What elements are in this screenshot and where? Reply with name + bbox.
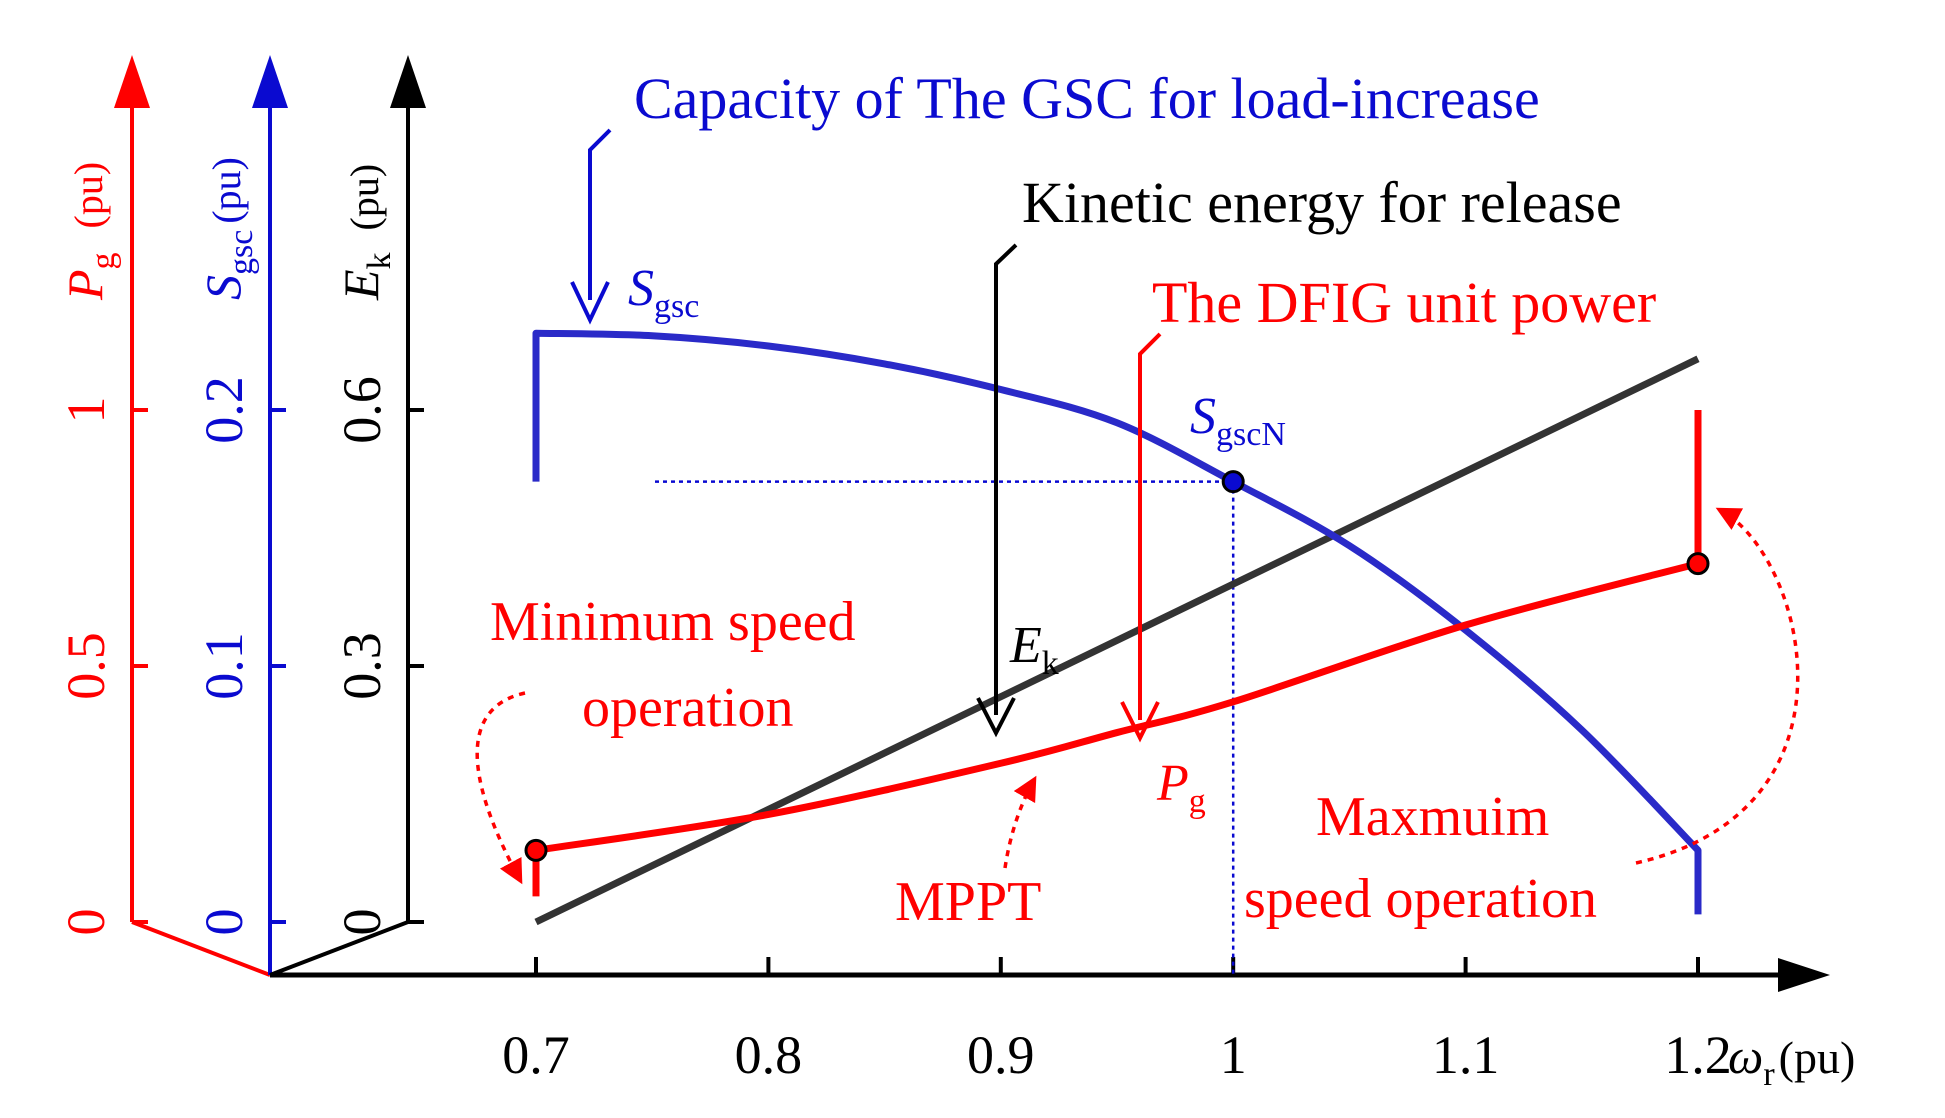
pg-tick-label: 0.5 (56, 632, 116, 700)
label-pg: Pg (1156, 755, 1206, 820)
y-ticks: 0 0.5 1 0 0.1 0.2 0 0.3 0.6 (56, 376, 424, 936)
annotation-kinetic: Kinetic energy for release (1022, 170, 1622, 235)
pg-axis-title-sub: g (85, 252, 122, 269)
x-tick-label: 0.9 (967, 1025, 1035, 1085)
kinetic-arrow-line (994, 243, 1018, 715)
x-axis-label-unit: (pu) (1779, 1032, 1856, 1083)
mppt-dashed-arrow (1003, 775, 1037, 869)
x-tick-label: 1.1 (1432, 1025, 1500, 1085)
ek-axis-arrow (390, 55, 426, 108)
svg-text:Pg(pu): Pg (pu) (57, 162, 122, 301)
x-tick-label: 1.2 (1664, 1025, 1732, 1085)
x-axis-label-main: ω (1728, 1028, 1763, 1084)
x-axis-label: ωr(pu) (1728, 1028, 1855, 1093)
sgsc-axis-title-main: S (195, 275, 251, 300)
sgsc-tick-label: 0.1 (194, 632, 254, 700)
label-pg-main: P (1156, 755, 1189, 812)
label-sgscn-main: S (1190, 388, 1216, 445)
sgsc-axis-arrow (252, 55, 288, 108)
label-sgsc: Sgsc (628, 260, 699, 325)
pg-axis-title-main: P (57, 269, 113, 301)
pg-axis-arrow (114, 55, 150, 108)
kinetic-arrowhead (976, 697, 1016, 738)
ek-axis-title: Ek (pu) (333, 164, 398, 301)
guide-lines (655, 480, 1235, 975)
annotations: Capacity of The GSC for load-increase Ki… (475, 66, 1800, 933)
annotation-gsc-capacity: Capacity of The GSC for load-increase (634, 66, 1540, 131)
annotation-min-speed-1: Minimum speed (490, 591, 856, 653)
annotation-dfig-power: The DFIG unit power (1152, 270, 1656, 335)
annotation-max-speed-2: speed operation (1244, 868, 1597, 930)
x-ticks: 0.7 0.8 0.9 1 1.1 1.2 (502, 957, 1732, 1085)
pg-axis-diagonal (131, 920, 271, 977)
ek-axis-diagonal (269, 920, 409, 977)
curves (532, 329, 1702, 926)
annotation-max-speed-1: Maxmuim (1316, 786, 1549, 848)
label-pg-sub: g (1189, 783, 1206, 820)
marker-s-gscn (1221, 470, 1245, 494)
x-axis-arrow (1778, 958, 1830, 992)
ek-axis-title-unit: (pu) (342, 164, 387, 231)
label-sgsc-sub: gsc (654, 288, 699, 325)
label-sgsc-main: S (628, 260, 654, 317)
annotation-mppt: MPPT (895, 871, 1041, 933)
x-tick-label: 0.8 (735, 1025, 803, 1085)
gsc-capacity-arrow-line (588, 128, 612, 300)
sgsc-tick-label: 0.2 (194, 376, 254, 444)
pg-tick-label: 0 (56, 909, 116, 936)
pg-curve (532, 410, 1702, 897)
ek-line (534, 355, 1700, 926)
min-speed-dashed-arrow (475, 691, 526, 885)
ek-tick-label: 0.6 (332, 376, 392, 444)
ek-tick-label: 0 (332, 909, 392, 936)
annotation-min-speed-2: operation (582, 677, 793, 739)
sgsc-tick-label: 0 (194, 909, 254, 936)
ek-tick-label: 0.3 (332, 632, 392, 700)
x-tick-label: 0.7 (502, 1025, 570, 1085)
gsc-capacity-arrowhead (570, 281, 610, 325)
x-tick-label: 1 (1220, 1025, 1247, 1085)
svg-text:Ek(pu): Ek (pu) (333, 164, 398, 301)
label-ek-main: E (1009, 617, 1042, 674)
max-speed-dashed-arrow (1635, 507, 1800, 865)
pg-axis-title: Pg (pu) (57, 162, 122, 301)
pg-tick-label: 1 (56, 397, 116, 424)
label-sgscn: SgscN (1190, 388, 1286, 453)
ek-axis-title-main: E (333, 269, 389, 301)
marker-min (524, 838, 548, 862)
pg-axis-title-unit: (pu) (66, 162, 111, 229)
marker-max (1686, 552, 1710, 576)
label-sgscn-sub: gscN (1216, 416, 1286, 453)
sgsc-axis-title-unit: (pu) (204, 157, 249, 224)
markers (524, 470, 1710, 862)
ek-axis-title-sub: k (361, 252, 398, 269)
axes (114, 55, 1830, 992)
x-axis-label-sub: r (1763, 1056, 1775, 1093)
dfig-arrowhead (1120, 701, 1160, 743)
label-ek-sub: k (1042, 645, 1059, 682)
svg-text:Sgsc(pu): Sgsc (pu) (195, 157, 260, 300)
sgsc-axis-title-sub: gsc (223, 230, 260, 275)
sgsc-axis-title: Sgsc (pu) (195, 157, 260, 300)
sgsc-curve (532, 329, 1702, 915)
label-ek: Ek (1009, 617, 1059, 682)
dfig-arrow-line (1138, 332, 1162, 720)
